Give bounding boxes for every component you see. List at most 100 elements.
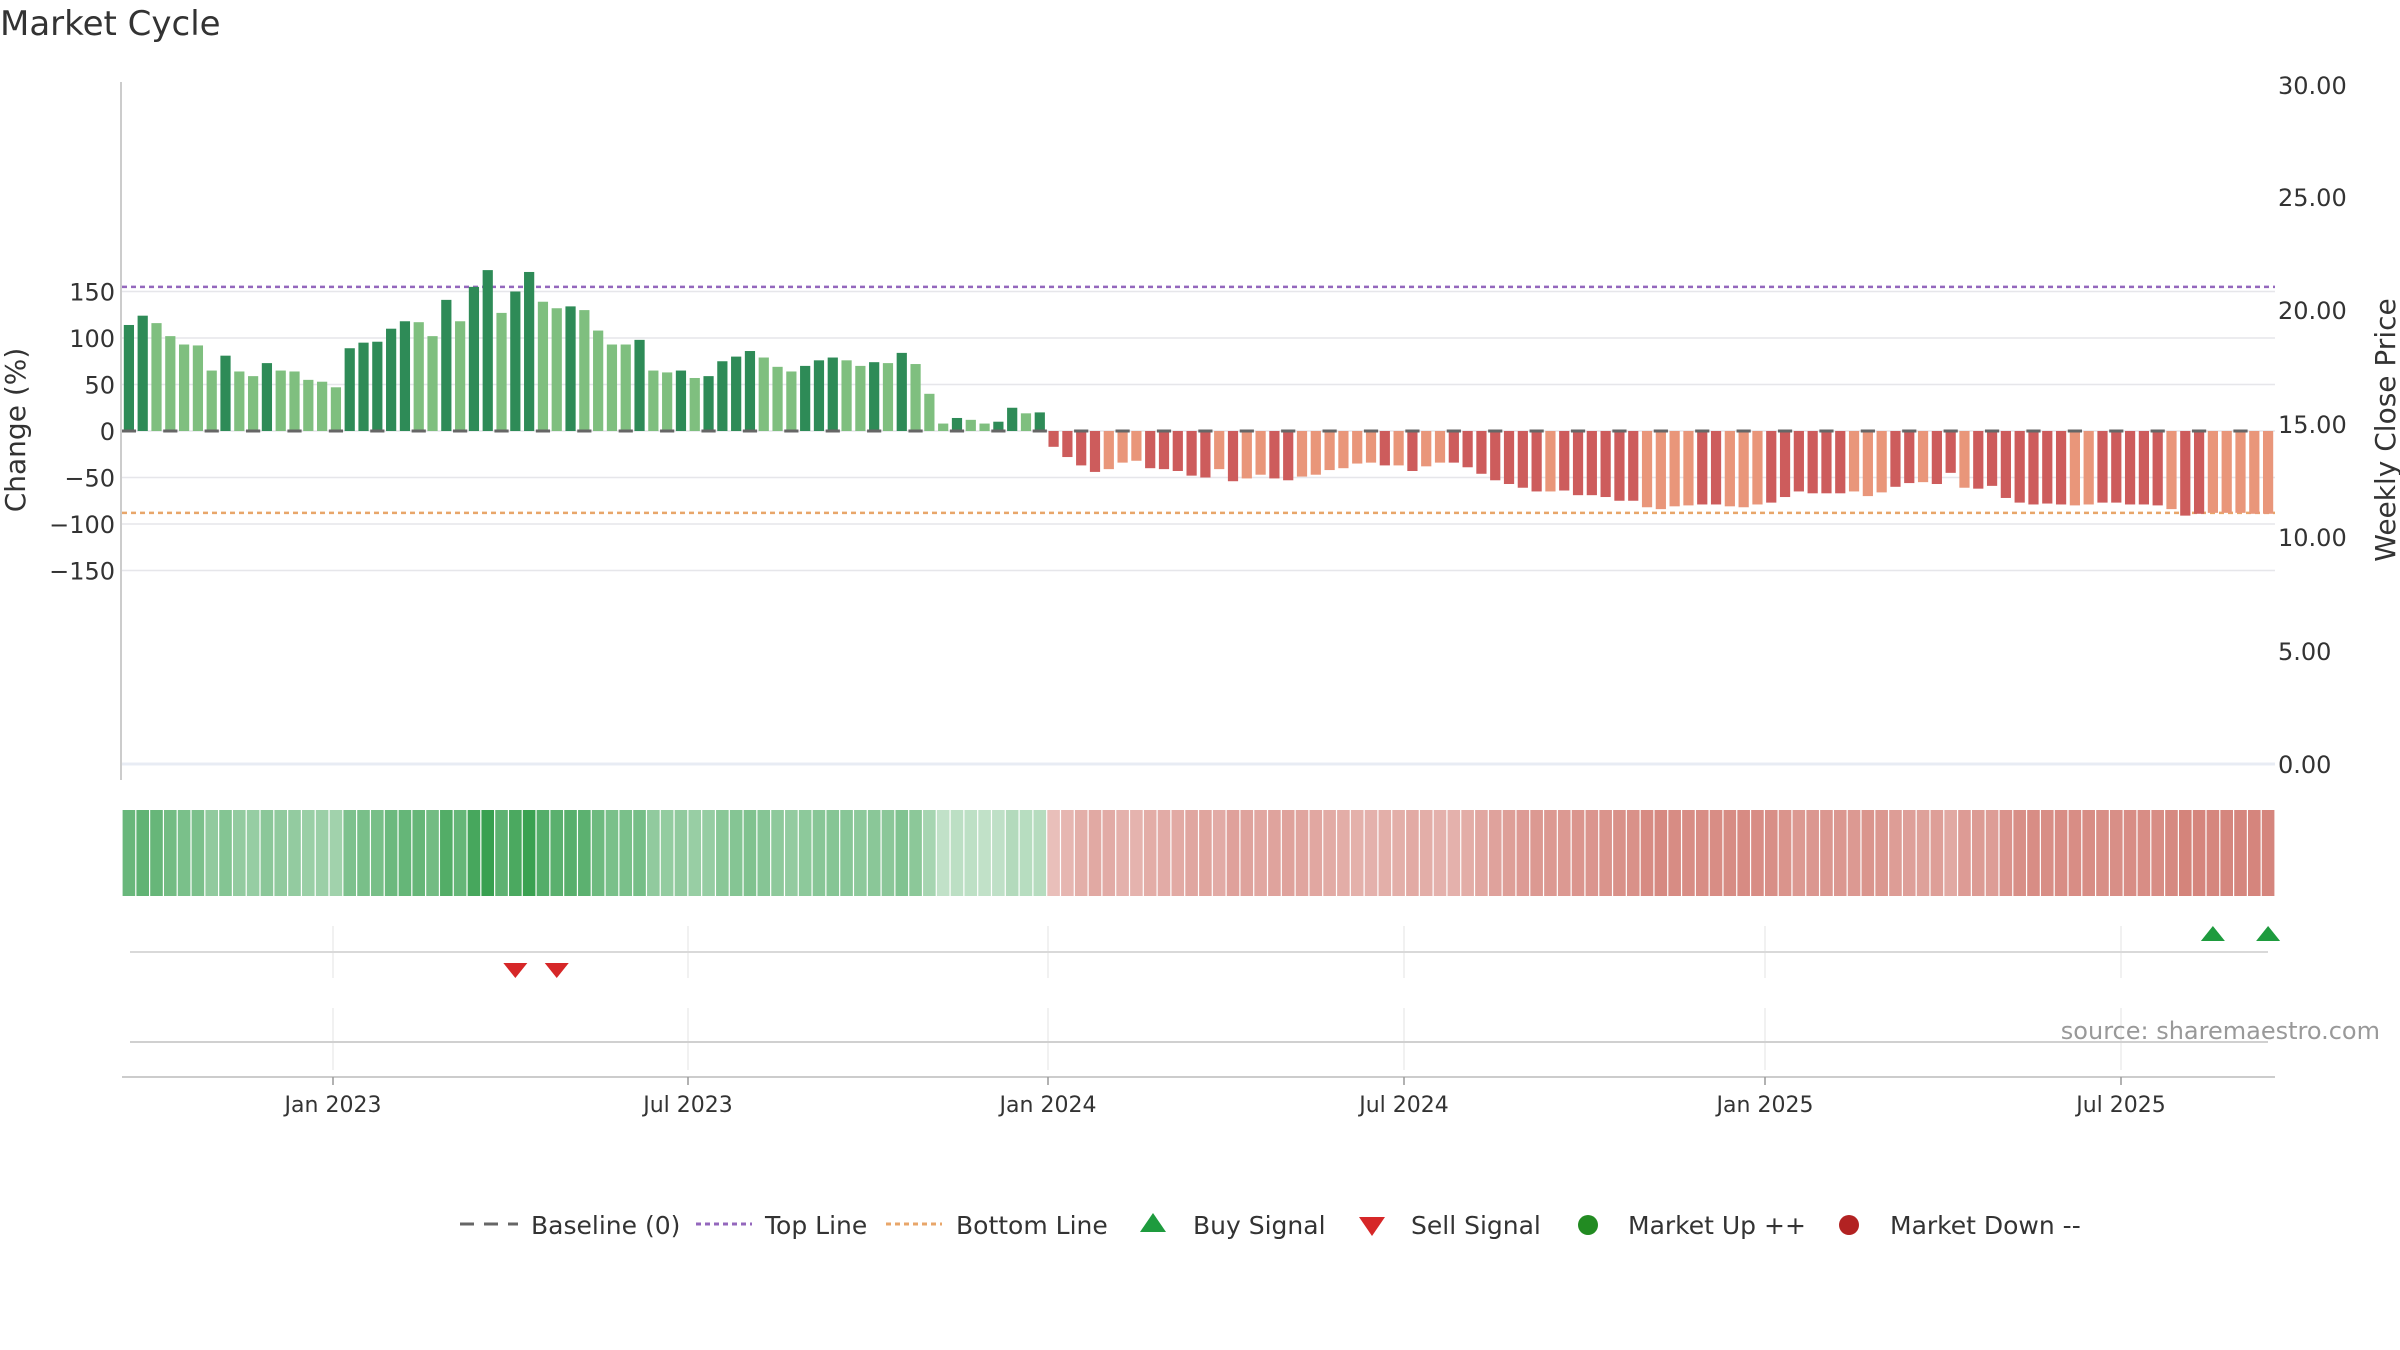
signal-panel (503, 926, 2281, 978)
change-bar (1324, 431, 1335, 471)
legend-market-down-label: Market Down -- (1890, 1211, 2081, 1240)
change-bar (593, 330, 604, 431)
change-bar (813, 360, 825, 431)
heat-strip-cell (647, 810, 660, 896)
heat-strip-cell (2082, 810, 2095, 896)
change-bar (800, 365, 811, 431)
heat-strip-cell (2206, 810, 2220, 896)
sell-signal-marker (544, 963, 569, 978)
change-bar (1683, 431, 1694, 506)
change-bar (2180, 431, 2191, 516)
heat-strip-cell (1585, 810, 1599, 896)
change-bar (896, 352, 907, 431)
change-bar (165, 336, 176, 431)
change-bar (1421, 431, 1432, 467)
heat-strip-cell (164, 810, 177, 896)
change-bar (1697, 431, 1708, 505)
change-bar (2235, 431, 2246, 513)
heat-strip-cell (481, 810, 495, 896)
change-bar (924, 393, 935, 431)
change-bar (1310, 431, 1321, 475)
change-bar (2069, 431, 2080, 506)
heat-strip-cell (1971, 810, 1985, 896)
y-tick-label-right: 20.00 (2278, 297, 2347, 325)
heat-strip-cell (605, 810, 619, 896)
heat-strip-cell (1295, 810, 1309, 896)
change-bar (2207, 431, 2219, 513)
heat-strip-cell (1488, 810, 1502, 896)
heat-strip-cell (1268, 810, 1281, 896)
change-bar (275, 370, 286, 431)
heat-strip-cell (2096, 810, 2109, 896)
change-bar (1628, 431, 1639, 501)
heat-strip-cell (219, 810, 232, 896)
change-bar (192, 345, 204, 431)
change-bar (1393, 431, 1404, 466)
change-bar (1117, 431, 1128, 463)
change-bar (1531, 431, 1542, 492)
change-bar (1848, 431, 1860, 492)
heat-strip-cell (1999, 810, 2013, 896)
change-bar (1048, 431, 1059, 447)
legend-market-down-icon (1839, 1215, 1859, 1235)
change-bar (2262, 431, 2274, 514)
heat-strip-cell (550, 810, 564, 896)
x-tick-label: Jul 2024 (1357, 1093, 1449, 1118)
heat-strip-cell (1350, 810, 1364, 896)
heat-strip (122, 810, 2275, 896)
change-bar (1214, 431, 1225, 470)
change-bar (841, 360, 852, 431)
heat-strip-cell (1419, 810, 1433, 896)
y-tick-label-left: 50 (84, 372, 115, 400)
change-bar (1462, 431, 1473, 468)
heat-strip-cell (357, 810, 370, 896)
change-bar (1476, 431, 1487, 474)
heat-strip-cell (1364, 810, 1378, 896)
heat-strip-cell (923, 810, 936, 896)
change-bar (1103, 431, 1114, 470)
heat-strip-cell (785, 810, 798, 896)
heat-strip-cell (1833, 810, 1847, 896)
change-bar (1186, 431, 1197, 476)
axes: 150 100 50 0 −50 −100 −150 30.00 25.00 20.00 15.00… (49, 72, 2347, 1118)
heat-strip-cell (1005, 810, 1019, 896)
change-bar (468, 286, 480, 431)
change-bar (579, 310, 590, 431)
change-bar (2193, 431, 2205, 514)
heat-strip-cell (798, 810, 812, 896)
change-bar (1172, 431, 1183, 471)
change-bar (1089, 431, 1101, 472)
heat-strip-cell (619, 810, 633, 896)
heat-strip-cell (1337, 810, 1350, 896)
change-bar (1365, 431, 1377, 463)
legend-baseline-label: Baseline (0) (531, 1211, 680, 1240)
heat-strip-cell (840, 810, 853, 896)
x-tick-label: Jan 2025 (1715, 1093, 1814, 1118)
change-bar (1020, 413, 1032, 431)
heat-strip-cell (288, 810, 301, 896)
change-bar (524, 271, 535, 431)
heat-strip-cell (233, 810, 246, 896)
heat-strip-cell (1544, 810, 1557, 896)
heat-strip-cell (522, 810, 536, 896)
heat-strip-cell (688, 810, 702, 896)
change-bar (496, 312, 507, 431)
change-bar (1007, 407, 1018, 431)
heat-strip-cell (1709, 810, 1723, 896)
y-tick-label-right: 30.00 (2278, 72, 2347, 100)
heat-strip-cell (826, 810, 840, 896)
heat-strip-cell (191, 810, 205, 896)
change-bar (882, 363, 894, 431)
change-bar (1821, 431, 1832, 494)
heat-strip-cell (2151, 810, 2164, 896)
change-bar (703, 376, 714, 431)
change-bar (786, 371, 797, 431)
change-bar (1586, 431, 1597, 496)
heat-strip-cell (1461, 810, 1474, 896)
change-bar (2152, 431, 2163, 506)
change-bar (1158, 431, 1170, 470)
heat-strip-cell (1557, 810, 1571, 896)
y-tick-label-right: 25.00 (2278, 184, 2347, 212)
change-bar (427, 336, 438, 431)
change-bar (455, 321, 466, 431)
